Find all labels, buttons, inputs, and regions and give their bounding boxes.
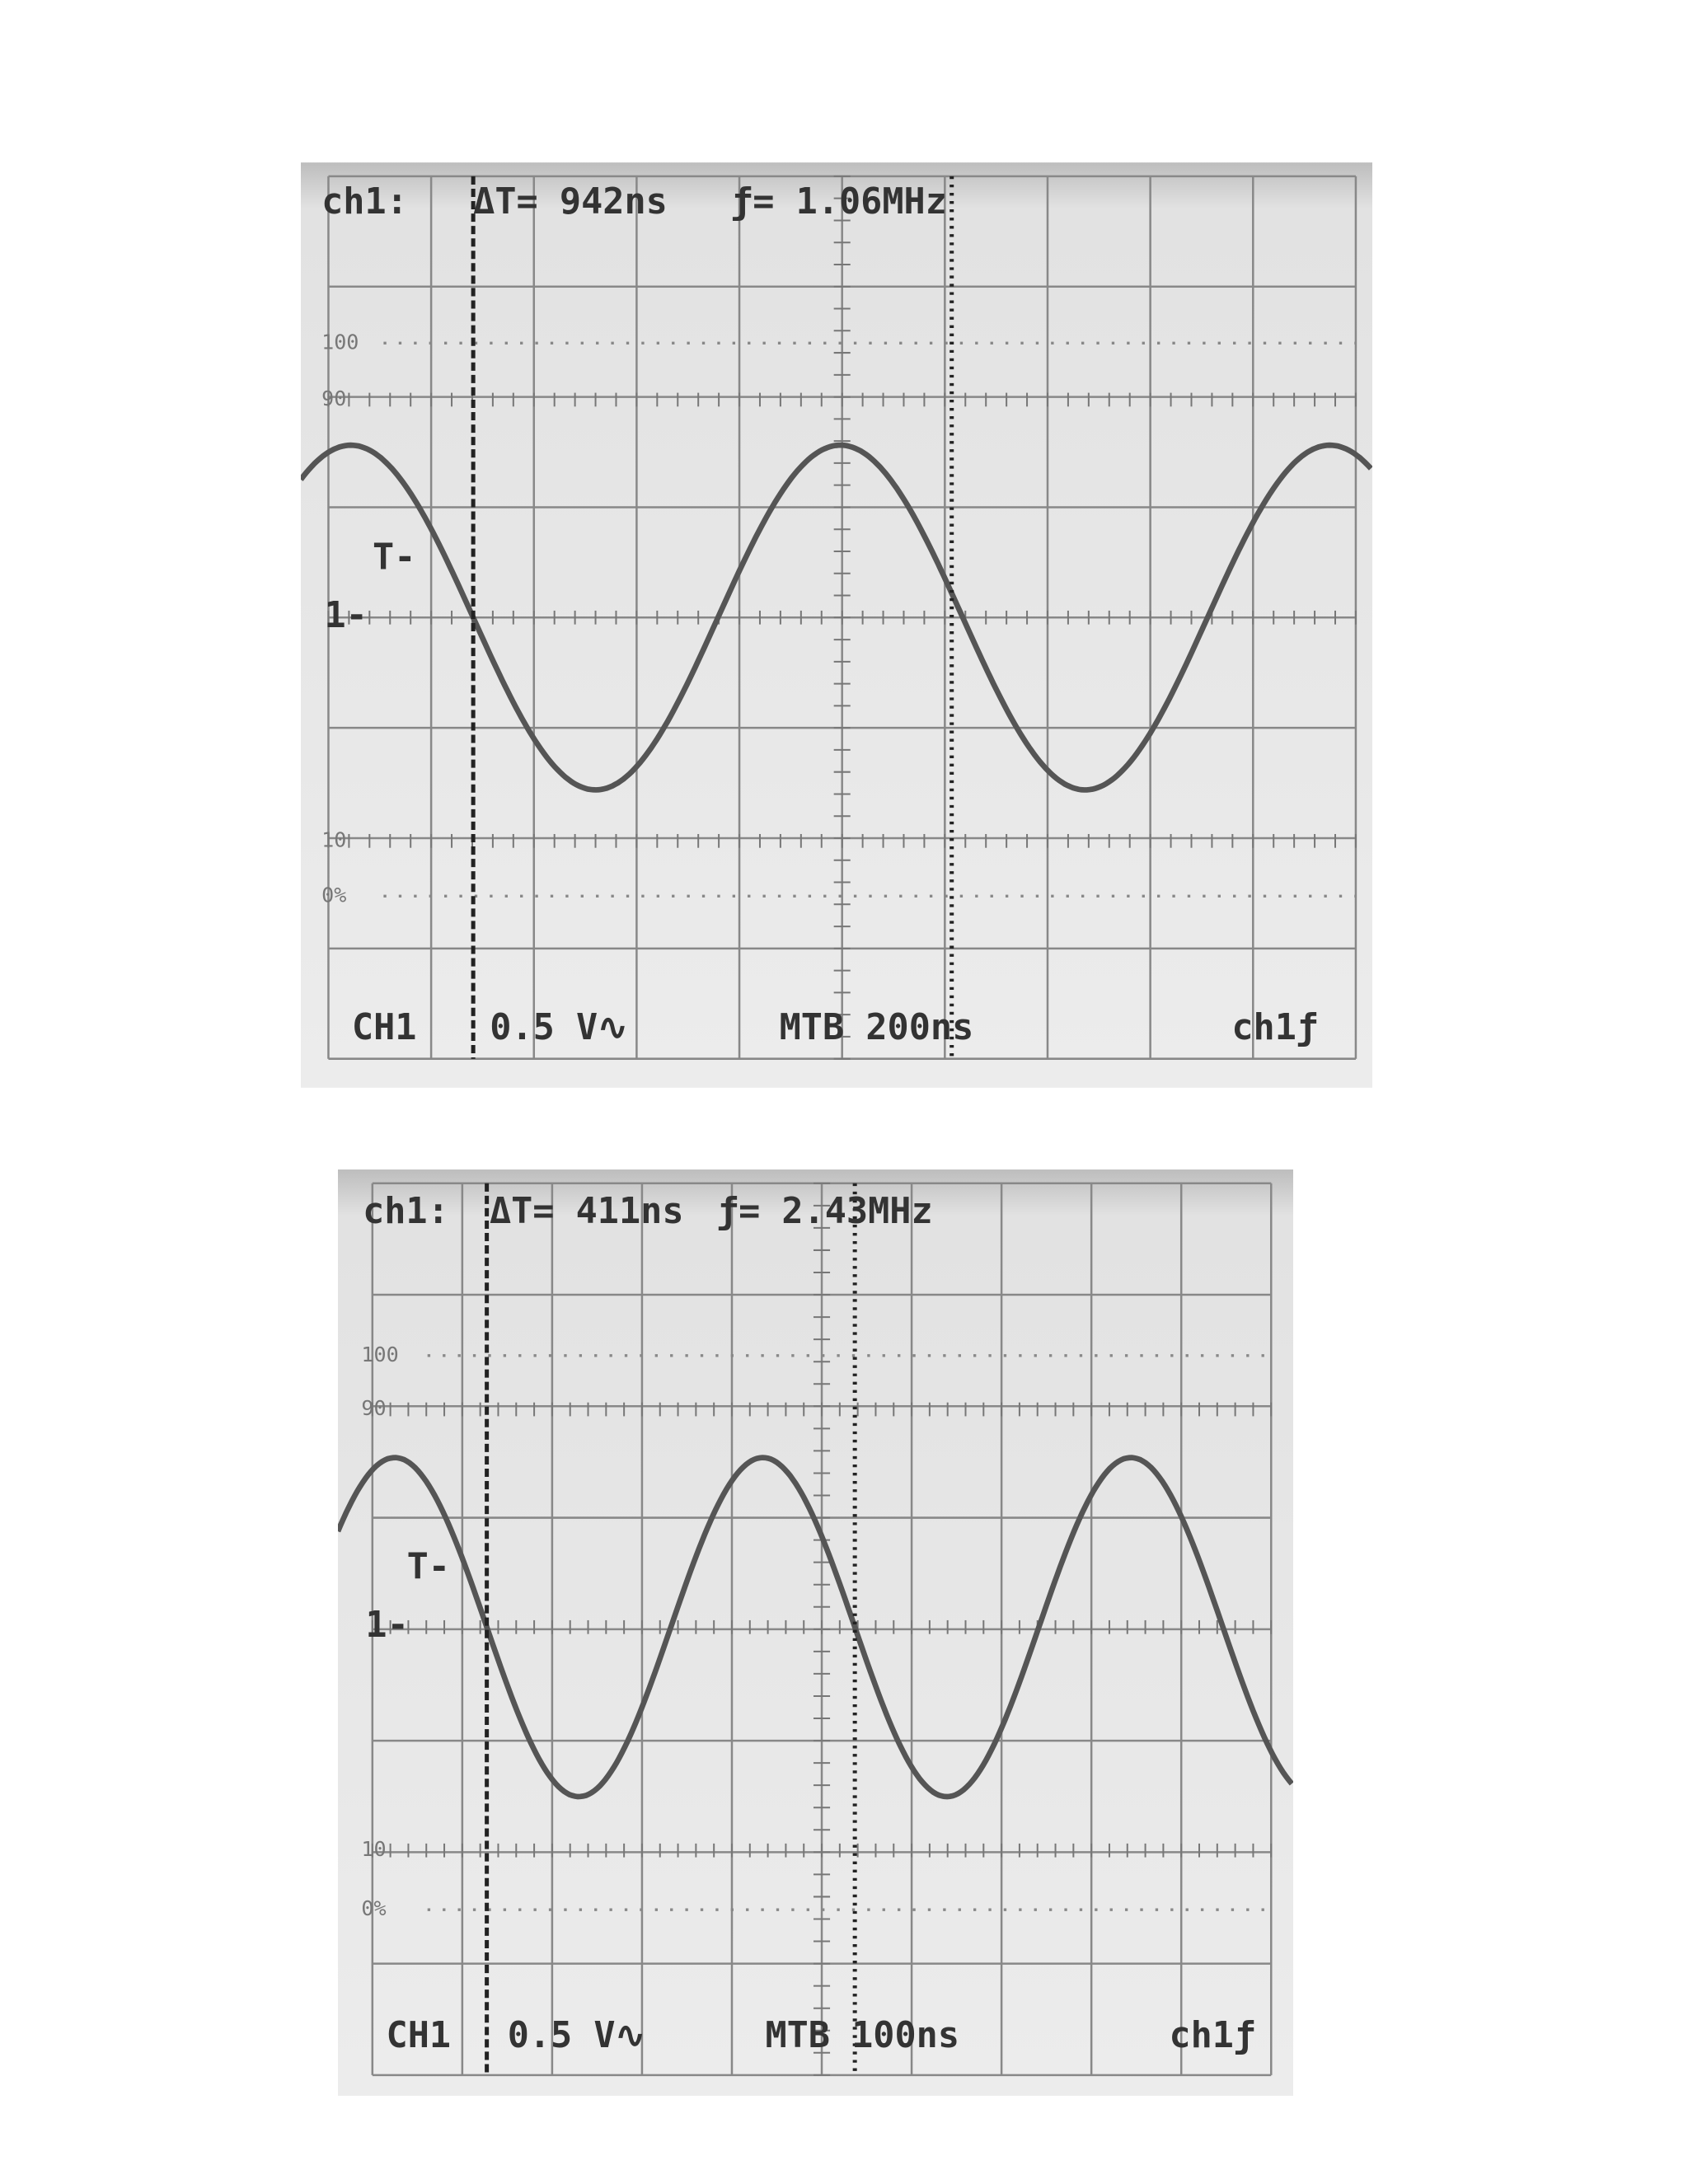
level-upper: 90 — [361, 1396, 386, 1420]
scope-screen: ch1: ΔT= 411ns ƒ= 2.43MHz 100 90 T- 1- 10 0% CH1 0… — [338, 1169, 1293, 2096]
footer-timebase: MTB 100ns — [765, 2015, 959, 2056]
level-reference: 1- — [324, 595, 367, 636]
header-frequency: ƒ= 2.43MHz — [717, 1191, 933, 1232]
footer-timebase: MTB 200ns — [780, 1007, 974, 1048]
level-lower: 10 — [361, 1837, 386, 1861]
header-frequency: ƒ= 1.06MHz — [731, 181, 947, 223]
header-channel: ch1: — [363, 1191, 449, 1232]
footer-trigger-source: ch1ƒ — [1231, 1007, 1318, 1048]
level-bottom: 0% — [321, 883, 346, 907]
footer-volts-per-div: 0.5 V∿ — [490, 1007, 627, 1048]
footer-volts-per-div: 0.5 V∿ — [508, 2015, 645, 2056]
level-top: 100 — [321, 330, 359, 354]
footer-trigger-source: ch1ƒ — [1169, 2015, 1255, 2056]
header-delta-t: ΔT= 411ns — [490, 1191, 684, 1232]
level-bottom: 0% — [361, 1896, 386, 1920]
footer-channel: CH1 — [387, 2015, 452, 2056]
footer-channel: CH1 — [352, 1007, 417, 1048]
waveform — [301, 442, 1372, 793]
level-trigger: T- — [373, 537, 415, 579]
level-reference: 1- — [365, 1605, 408, 1646]
level-lower: 10 — [321, 827, 346, 851]
header-channel: ch1: — [321, 181, 408, 223]
waveform — [338, 1455, 1293, 1800]
level-upper: 90 — [321, 387, 346, 410]
level-top: 100 — [361, 1343, 398, 1366]
level-trigger: T- — [407, 1547, 450, 1588]
header-delta-t: ΔT= 942ns — [473, 181, 668, 223]
scope-screen: ch1: ΔT= 942ns ƒ= 1.06MHz 100 90 T-1- 10 0% CH1 0… — [301, 162, 1372, 1088]
screen-background — [338, 1169, 1293, 2096]
